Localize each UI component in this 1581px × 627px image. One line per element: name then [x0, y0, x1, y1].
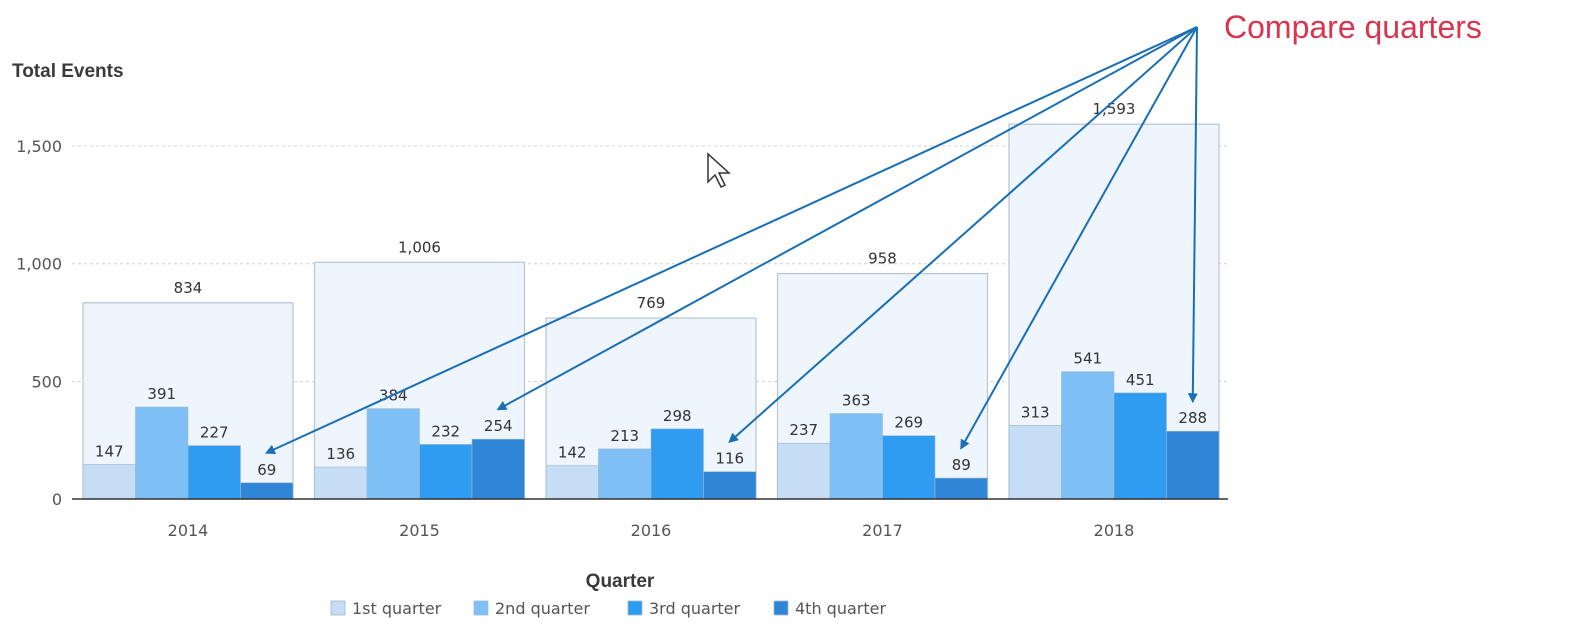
data-label: 313	[1021, 403, 1050, 421]
data-label: 391	[147, 385, 176, 403]
legend-swatch	[330, 600, 346, 616]
bar	[703, 471, 757, 500]
legend-swatch	[627, 600, 643, 616]
total-label: 1,006	[398, 238, 441, 256]
data-label: 541	[1073, 350, 1102, 368]
data-label: 147	[95, 442, 124, 460]
bar	[1061, 371, 1115, 500]
bar	[82, 464, 136, 500]
total-label: 769	[637, 294, 666, 312]
data-label: 142	[558, 444, 587, 462]
bar	[366, 408, 420, 500]
legend: 1st quarter 2nd quarter 3rd quarter 4th qua…	[330, 599, 886, 618]
bar	[777, 442, 831, 500]
legend-label: 4th quarter	[795, 599, 886, 618]
legend-swatch	[773, 600, 789, 616]
bar	[471, 438, 525, 500]
annotation-text: Compare quarters	[1224, 9, 1482, 45]
x-tick-label: 2017	[862, 521, 903, 540]
x-tick-labels: 2014 2015 2016 2017 2018	[168, 521, 1135, 540]
bar	[240, 482, 294, 500]
x-tick-label: 2015	[399, 521, 440, 540]
annotation-arrow	[1187, 26, 1198, 404]
total-label: 834	[174, 279, 203, 297]
data-label: 116	[715, 450, 744, 468]
y-tick-label: 1,000	[16, 255, 62, 274]
bar	[934, 477, 988, 500]
data-label: 269	[894, 414, 923, 432]
bar	[545, 465, 599, 500]
data-label: 288	[1178, 409, 1207, 427]
legend-swatch	[473, 600, 489, 616]
data-label: 237	[789, 421, 818, 439]
annotation-arrows	[264, 26, 1198, 454]
bar	[1166, 430, 1220, 500]
data-label: 89	[952, 456, 971, 474]
y-tick-label: 0	[52, 490, 62, 509]
total-label: 958	[868, 250, 897, 268]
x-tick-label: 2016	[631, 521, 672, 540]
annotation-arrow	[264, 26, 1198, 454]
annotation-arrow	[496, 26, 1198, 411]
data-label: 136	[326, 445, 355, 463]
annotation-arrow	[728, 26, 1198, 444]
bar	[882, 435, 936, 500]
bar	[650, 428, 704, 500]
quarter-bars	[82, 371, 1220, 500]
x-tick-label: 2018	[1094, 521, 1135, 540]
total-label: 1,593	[1093, 100, 1136, 118]
legend-label: 2nd quarter	[495, 599, 590, 618]
bar	[829, 413, 883, 500]
data-label: 69	[257, 461, 276, 479]
y-tick-label: 500	[31, 372, 62, 391]
data-label: 451	[1126, 371, 1155, 389]
y-tick-label: 1,500	[16, 137, 62, 156]
legend-label: 1st quarter	[352, 599, 442, 618]
bar	[1113, 392, 1167, 500]
data-label: 298	[663, 407, 692, 425]
bar	[419, 444, 473, 500]
data-label: 227	[200, 424, 229, 442]
bar	[1008, 425, 1062, 500]
bar	[187, 445, 241, 500]
y-axis-title: Total Events	[12, 61, 124, 82]
bar	[314, 466, 368, 500]
x-axis-title: Quarter	[586, 571, 655, 592]
data-label: 254	[484, 417, 513, 435]
bar	[598, 448, 652, 500]
annotation-arrow	[960, 26, 1198, 450]
data-label: 213	[610, 427, 639, 445]
x-tick-label: 2014	[168, 521, 209, 540]
bar	[135, 406, 189, 500]
data-label: 232	[431, 422, 460, 440]
mouse-cursor-icon	[707, 152, 731, 189]
legend-label: 3rd quarter	[649, 599, 741, 618]
value-labels: 8341,0067699581,593147391227691363842322…	[95, 100, 1207, 479]
data-label: 363	[842, 392, 871, 410]
